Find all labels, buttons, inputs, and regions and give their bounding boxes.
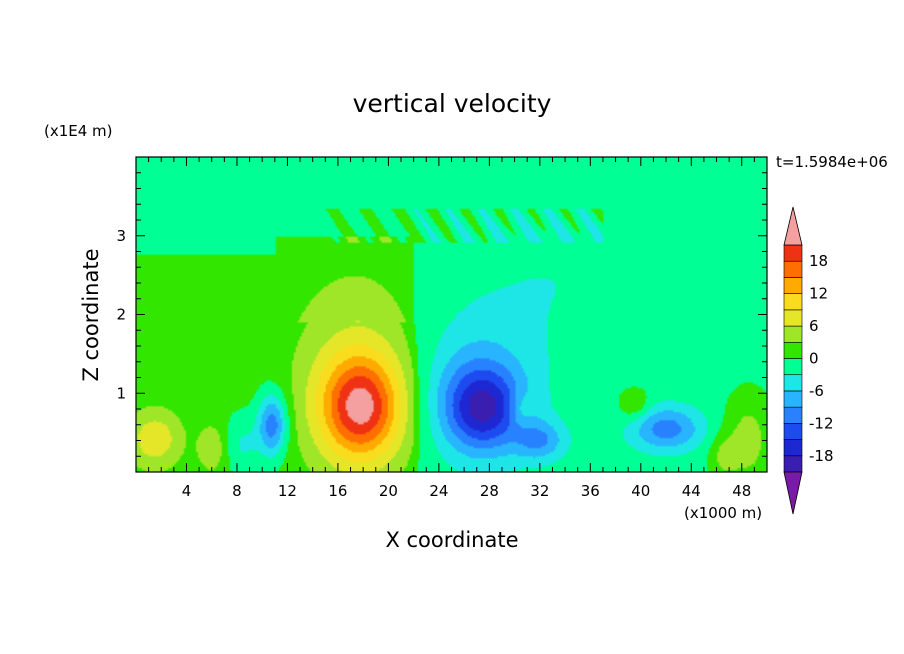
colorbar-bin (783, 374, 803, 392)
colorbar-label: 6 (809, 317, 819, 335)
colorbar-label: 18 (809, 252, 828, 270)
y-axis: 1 2 3 (116, 172, 767, 457)
x-tick-label: 16 (328, 482, 347, 500)
x-axis-label: X coordinate (385, 528, 518, 552)
x-tick-label: 36 (581, 482, 600, 500)
velocity-field (136, 157, 767, 472)
y-tick-label: 1 (116, 384, 126, 402)
x-tick-label: 40 (631, 482, 650, 500)
colorbar-bin (783, 423, 803, 440)
x-axis: 4 8 12 16 20 24 28 32 36 40 44 48 (148, 157, 755, 500)
colorbar-bin (783, 260, 803, 278)
x-tick-label: 8 (232, 482, 242, 500)
x-tick-label: 32 (530, 482, 549, 500)
colorbar-label: -18 (809, 447, 834, 465)
colorbar-bin (783, 341, 803, 359)
y-tick-label: 3 (116, 227, 126, 245)
x-tick-label: 24 (429, 482, 448, 500)
colorbar-extend-low (783, 471, 803, 515)
colorbar-label: 0 (809, 350, 819, 368)
colorbar-bin (783, 293, 803, 311)
x-unit-label: (x1000 m) (684, 504, 762, 522)
x-tick-label: 20 (379, 482, 398, 500)
y-tick-label: 2 (116, 306, 126, 324)
colorbar-bin (783, 325, 803, 343)
colorbar-extend-high (783, 206, 803, 246)
colorbar-bin (783, 358, 803, 376)
y-axis-label: Z coordinate (79, 248, 103, 381)
colorbar-bin (783, 309, 803, 327)
x-tick-label: 44 (682, 482, 701, 500)
x-tick-label: 28 (480, 482, 499, 500)
plot-area (135, 156, 768, 473)
chart-title: vertical velocity (353, 89, 552, 118)
colorbar: 18 12 6 0 -6 -12 -18 (783, 206, 834, 515)
colorbar-bin (783, 390, 803, 408)
colorbar-label: -6 (809, 382, 824, 400)
colorbar-bin (783, 244, 803, 262)
x-tick-label: 48 (732, 482, 751, 500)
colorbar-label: 12 (809, 285, 828, 303)
y-unit-label: (x1E4 m) (44, 122, 113, 140)
colorbar-bin (783, 455, 803, 473)
x-tick-label: 12 (278, 482, 297, 500)
time-label: t=1.5984e+06 (776, 153, 888, 171)
colorbar-bin (783, 439, 803, 457)
colorbar-bin (783, 277, 803, 294)
colorbar-bin (783, 406, 803, 424)
colorbar-label: -12 (809, 414, 834, 432)
x-tick-label: 4 (182, 482, 192, 500)
